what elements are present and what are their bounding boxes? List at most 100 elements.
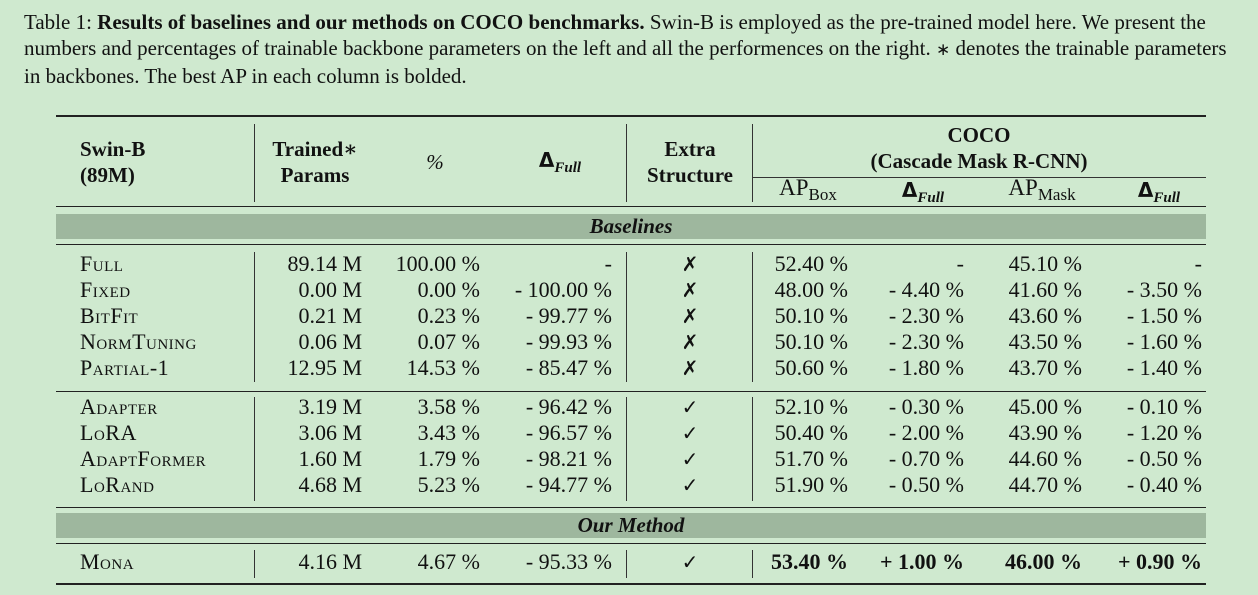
section-baselines: Baselines [589,214,673,238]
cell-ap-mask: 43.70 % [1008,355,1082,380]
cell-d-box: - 4.40 % [888,277,964,302]
header-delta: ΔFull [500,147,620,176]
header-model-line2: (89M) [80,163,135,187]
vline-11 [626,550,627,578]
cell-ap-box: 48.00 % [774,277,848,302]
cell-d-mask: - 0.50 % [1126,446,1202,471]
header-ap-mask: APMask [988,175,1096,204]
vline-1 [254,124,255,202]
cell-method: LoRA [80,420,137,445]
cell-method: AdaptFormer [80,446,207,471]
cell-delta: - [604,251,612,276]
vline-4 [254,252,255,382]
header-ap-box-label: AP [779,175,809,200]
cell-params: 89.14 M [287,251,362,276]
vline-12 [752,550,753,578]
cell-params: 0.21 M [298,303,362,328]
header-rule [56,206,1206,207]
cell-ap-mask: 46.00 % [1005,549,1082,574]
cell-d-mask: - 3.50 % [1126,277,1202,302]
cell-ap-mask: 45.00 % [1008,394,1082,419]
cell-d-box: - 0.30 % [888,394,964,419]
table-caption: Table 1: Results of baselines and our me… [24,9,1240,89]
ours-band [56,513,1206,538]
cell-d-box: - 2.00 % [888,420,964,445]
header-ap-box: APBox [760,175,856,204]
cell-d-mask: - 0.10 % [1126,394,1202,419]
cell-d-mask: - 1.40 % [1126,355,1202,380]
cell-d-mask: - 1.60 % [1126,329,1202,354]
cell-delta: - 98.21 % [525,446,612,471]
cell-method: Full [80,251,124,276]
header-delta-mask: ΔFull [1104,177,1214,206]
cell-method: Partial-1 [80,355,170,380]
cell-d-mask: - 1.50 % [1126,303,1202,328]
bottom-rule [56,583,1206,585]
cell-ap-mask: 43.50 % [1008,329,1082,354]
group-separator [56,391,1206,392]
vline-10 [254,550,255,578]
cell-delta: - 99.93 % [525,329,612,354]
cell-params: 3.06 M [298,420,362,445]
cell-d-box: - 2.30 % [888,303,964,328]
cell-delta: - 99.77 % [525,303,612,328]
cell-delta: - 96.42 % [525,394,612,419]
cell-extra: ✗ [681,304,699,328]
baselines-band [56,214,1206,239]
cell-extra: ✓ [681,550,699,574]
cell-pct: 3.58 % [417,394,480,419]
header-coco-line2: (Cascade Mask R-CNN) [870,149,1088,173]
header-model: Swin-B (89M) [80,136,145,188]
cell-method: NormTuning [80,329,197,354]
caption-star: ∗ [935,40,951,60]
cell-ap-box: 53.40 % [771,549,848,574]
cell-pct: 5.23 % [417,472,480,497]
cell-extra: ✓ [681,421,699,445]
cell-d-box: - 0.50 % [888,472,964,497]
cell-ap-box: 50.10 % [774,329,848,354]
cell-pct: 100.00 % [395,251,480,276]
cell-ap-mask: 44.70 % [1008,472,1082,497]
cell-method: BitFit [80,303,139,328]
cell-d-box: - [956,251,964,276]
header-coco-line1: COCO [947,123,1011,147]
cell-method: Adapter [80,394,158,419]
header-extra-line2: Structure [647,163,733,187]
section-our-method: Our Method [577,513,685,537]
coco-underline [752,177,1206,178]
cell-delta: - 95.33 % [525,549,612,574]
vline-7 [254,397,255,501]
cell-params: 1.60 M [298,446,362,471]
cell-params: 4.16 M [298,549,362,574]
cell-extra: ✓ [681,395,699,419]
cell-d-mask: - 1.20 % [1126,420,1202,445]
cell-ap-mask: 45.10 % [1008,251,1082,276]
cell-extra: ✗ [681,356,699,380]
cell-d-mask: - 0.40 % [1126,472,1202,497]
cell-ap-mask: 43.60 % [1008,303,1082,328]
vline-2 [626,124,627,202]
cell-pct: 0.07 % [417,329,480,354]
cell-delta: - 94.77 % [525,472,612,497]
baselines-rule [56,244,1206,245]
cell-d-box: - 0.70 % [888,446,964,471]
cell-params: 0.06 M [298,329,362,354]
cell-ap-box: 51.90 % [774,472,848,497]
cell-pct: 14.53 % [406,355,480,380]
cell-ap-mask: 43.90 % [1008,420,1082,445]
header-delta-sub: Full [554,160,582,176]
cell-pct: 1.79 % [417,446,480,471]
cell-ap-box: 50.60 % [774,355,848,380]
vline-8 [626,397,627,501]
cell-pct: 0.23 % [417,303,480,328]
header-trained-line2: Params [280,163,350,187]
cell-ap-mask: 44.60 % [1008,446,1082,471]
caption-prefix: Table 1: [24,10,98,34]
ours-top-rule [56,507,1206,508]
cell-params: 0.00 M [298,277,362,302]
caption-body: Swin-B is employed as the pre-trained mo… [24,10,1206,60]
cell-extra: ✗ [681,330,699,354]
cell-extra: ✓ [681,473,699,497]
cell-params: 12.95 M [287,355,362,380]
cell-ap-box: 50.10 % [774,303,848,328]
